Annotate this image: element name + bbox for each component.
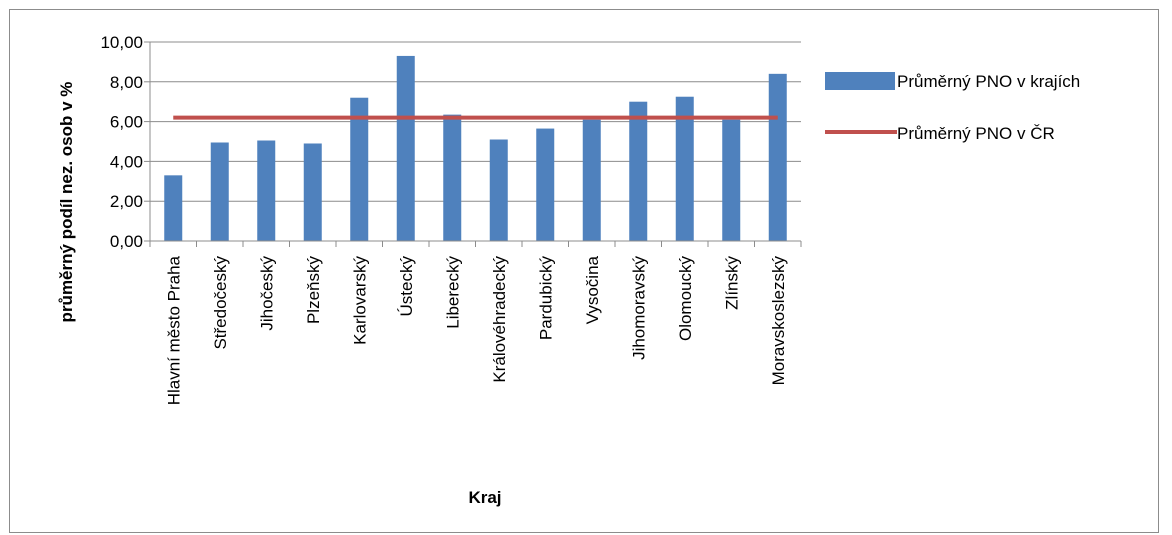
- legend-line-label: Průměrný PNO v ČR: [897, 124, 1055, 143]
- y-tick-label: 0,00: [110, 232, 143, 251]
- x-tick-label: Jihomoravský: [629, 256, 648, 360]
- bar: [164, 175, 183, 241]
- legend: Průměrný PNO v krajích Průměrný PNO v ČR: [825, 72, 1080, 143]
- bar: [722, 119, 741, 241]
- gridlines: [150, 41, 801, 202]
- x-tick-label: Zlínský: [722, 256, 741, 310]
- y-tick-label: 8,00: [110, 73, 143, 92]
- x-tick-label: Karlovarský: [350, 256, 369, 345]
- bar: [629, 101, 648, 241]
- y-tick-label: 2,00: [110, 192, 143, 211]
- bar: [536, 128, 555, 241]
- legend-bar-swatch: [825, 72, 895, 90]
- x-tick-label: Jihočeský: [257, 256, 276, 331]
- x-tick-label: Pardubický: [536, 256, 555, 341]
- y-tick-label: 4,00: [110, 152, 143, 171]
- legend-line-swatch: [825, 130, 897, 134]
- y-tick-label: 6,00: [110, 113, 143, 132]
- x-tick-label: Olomoucký: [676, 256, 695, 342]
- x-tick-labels: Hlavní město Praha Středočeský Jihočeský Pl…: [164, 255, 788, 405]
- y-axis-title: průměrný podíl nez. osob v %: [57, 82, 76, 323]
- x-tick-label: Plzeňský: [304, 256, 323, 325]
- bar: [396, 55, 415, 242]
- y-tick-labels: 0,00 2,00 4,00 6,00 8,00 10,00: [100, 33, 143, 251]
- bar: [582, 119, 601, 241]
- legend-bar-label: Průměrný PNO v krajích: [897, 72, 1080, 91]
- x-axis-title: Kraj: [468, 488, 501, 507]
- x-tick-label: Královéhradecký: [490, 256, 509, 383]
- y-tick-label: 10,00: [100, 33, 143, 52]
- x-tick-label: Vysočina: [583, 255, 602, 324]
- bar: [489, 139, 508, 241]
- x-tick-label: Ústecký: [397, 256, 416, 317]
- bar: [303, 143, 322, 241]
- x-tick-label: Moravskoslezský: [769, 256, 788, 386]
- bar: [768, 73, 787, 241]
- bar: [257, 140, 276, 241]
- bar-series: [164, 55, 787, 242]
- chart-frame: [9, 9, 1159, 533]
- bar: [675, 96, 694, 241]
- bar: [210, 142, 229, 241]
- x-tick-label: Liberecký: [443, 256, 462, 329]
- bar: [350, 97, 369, 241]
- x-tick-label: Hlavní město Praha: [164, 255, 183, 405]
- bar: [443, 114, 462, 241]
- x-tick-label: Středočeský: [211, 256, 230, 350]
- axes: [144, 41, 802, 247]
